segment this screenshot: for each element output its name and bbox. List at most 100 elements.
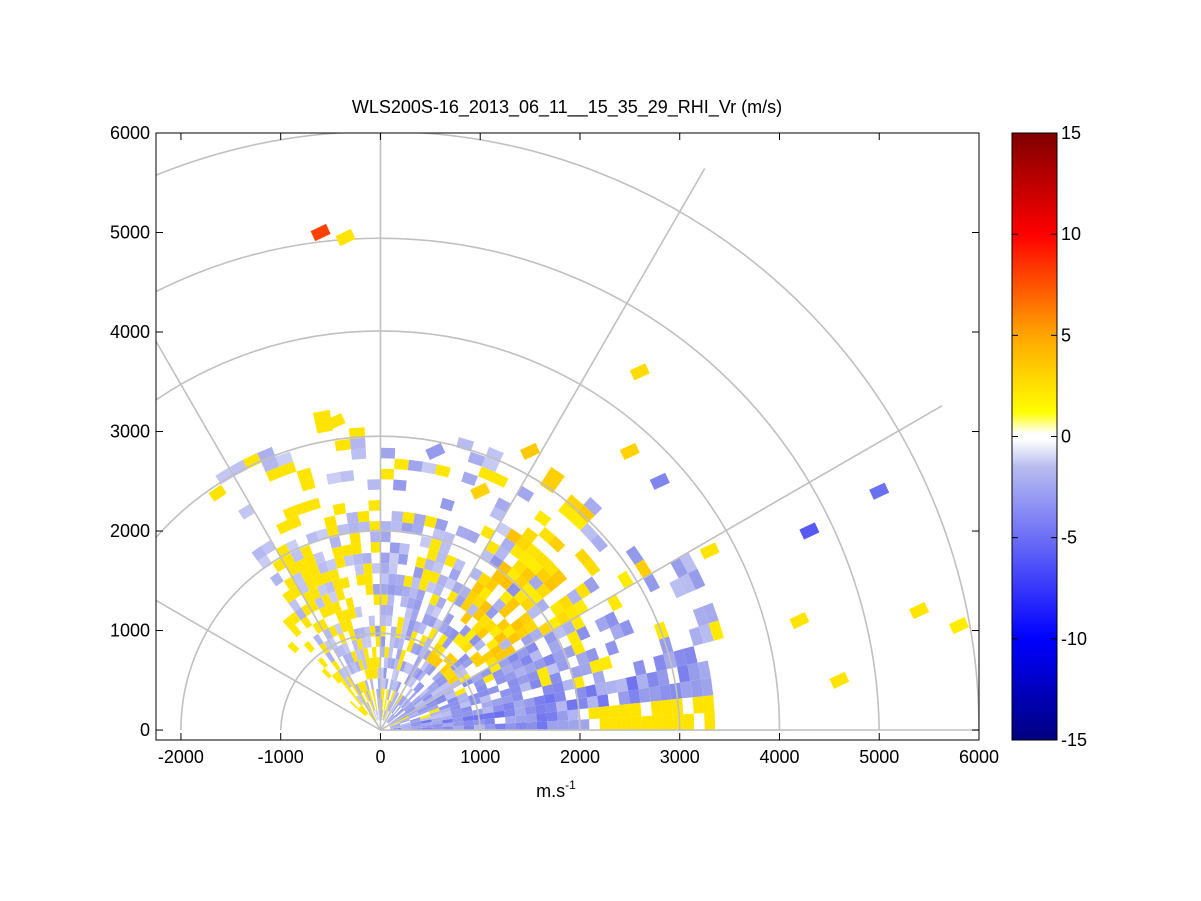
velocity-bin	[692, 606, 709, 627]
velocity-bin	[312, 621, 324, 634]
velocity-bin	[469, 651, 482, 663]
velocity-bin	[520, 582, 536, 598]
velocity-bin	[358, 707, 367, 716]
velocity-bin	[470, 672, 483, 683]
velocity-bin	[397, 638, 405, 650]
velocity-bin	[400, 596, 409, 608]
velocity-bin	[419, 688, 429, 698]
velocity-bin	[257, 446, 276, 463]
velocity-bin	[365, 584, 374, 596]
y-tick-label: 5000	[110, 223, 150, 243]
x-tick-label: 6000	[959, 747, 999, 767]
velocity-bin	[332, 578, 343, 592]
velocity-bin	[424, 696, 435, 705]
velocity-bin	[487, 685, 500, 695]
velocity-bin	[509, 684, 522, 695]
velocity-bin	[439, 681, 451, 691]
velocity-bin	[533, 695, 546, 706]
velocity-bin	[514, 707, 526, 716]
velocity-bin	[576, 697, 589, 710]
velocity-bin	[345, 597, 355, 610]
velocity-bin	[567, 709, 579, 721]
velocity-bin	[380, 468, 395, 480]
velocity-bin	[597, 694, 610, 708]
velocity-bin	[381, 709, 383, 721]
velocity-cell	[789, 612, 810, 630]
velocity-bin	[539, 475, 559, 494]
velocity-bin	[399, 649, 407, 661]
velocity-bin	[296, 581, 310, 595]
velocity-bin	[383, 710, 388, 721]
velocity-bin	[388, 718, 398, 725]
velocity-bin	[394, 708, 404, 717]
velocity-bin	[489, 625, 503, 639]
velocity-bin	[564, 494, 584, 513]
velocity-bin	[304, 554, 317, 568]
velocity-bin	[411, 725, 422, 729]
velocity-bin	[524, 619, 539, 634]
velocity-bin	[520, 654, 534, 667]
velocity-bin	[356, 682, 364, 694]
velocity-bin	[328, 625, 339, 638]
velocity-bin	[541, 684, 555, 696]
velocity-bin	[413, 681, 423, 692]
velocity-bin	[326, 471, 342, 485]
velocity-bin	[516, 485, 535, 503]
velocity-bin	[481, 700, 493, 709]
velocity-bin	[599, 655, 613, 671]
velocity-bin	[349, 532, 361, 545]
velocity-bin	[579, 662, 593, 676]
velocity-bin	[494, 674, 508, 686]
velocity-bin	[388, 563, 398, 575]
velocity-bin	[358, 521, 371, 533]
velocity-bin	[346, 511, 359, 524]
velocity-bin	[568, 719, 579, 730]
velocity-bin	[269, 572, 284, 587]
velocity-bin	[400, 628, 408, 640]
velocity-bin	[337, 644, 347, 656]
velocity-bin	[321, 668, 332, 679]
x-tick-label: 0	[375, 747, 385, 767]
velocity-bin	[469, 634, 482, 647]
velocity-bin	[458, 696, 470, 705]
velocity-bin	[325, 651, 336, 663]
velocity-bin	[352, 553, 363, 565]
velocity-bin	[576, 625, 591, 641]
velocity-bin	[369, 657, 374, 669]
velocity-bin	[346, 652, 355, 664]
velocity-bin	[505, 715, 516, 724]
velocity-bin	[535, 583, 551, 599]
velocity-bin	[432, 726, 443, 730]
velocity-bin	[534, 598, 550, 614]
velocity-bin	[543, 693, 556, 704]
velocity-bin	[440, 711, 452, 718]
velocity-bin	[400, 722, 411, 726]
velocity-bin	[406, 597, 416, 610]
velocity-bin	[294, 501, 310, 516]
velocity-bin	[456, 668, 468, 679]
velocity-bin	[450, 660, 462, 671]
elevation-spoke	[156, 339, 382, 731]
velocity-bin	[289, 624, 302, 637]
velocity-bin	[431, 720, 443, 725]
velocity-bin	[354, 649, 362, 661]
velocity-bin	[380, 594, 388, 605]
velocity-bin	[450, 708, 462, 715]
velocity-bin	[442, 726, 454, 730]
velocity-bin	[516, 646, 530, 659]
velocity-bin	[529, 678, 542, 690]
velocity-bin	[442, 718, 453, 724]
velocity-bin	[491, 472, 509, 488]
velocity-bin	[432, 583, 445, 597]
velocity-bin	[515, 625, 530, 639]
velocity-bin	[381, 699, 384, 710]
velocity-bin	[428, 707, 440, 714]
velocity-bin	[386, 700, 392, 711]
velocity-bin	[592, 670, 606, 685]
colorbar-tick-label: 0	[1061, 427, 1071, 447]
velocity-bin	[569, 512, 588, 531]
velocity-bin	[390, 727, 401, 730]
velocity-bin	[341, 679, 350, 690]
velocity-bin	[432, 657, 444, 669]
velocity-bin	[409, 630, 418, 643]
